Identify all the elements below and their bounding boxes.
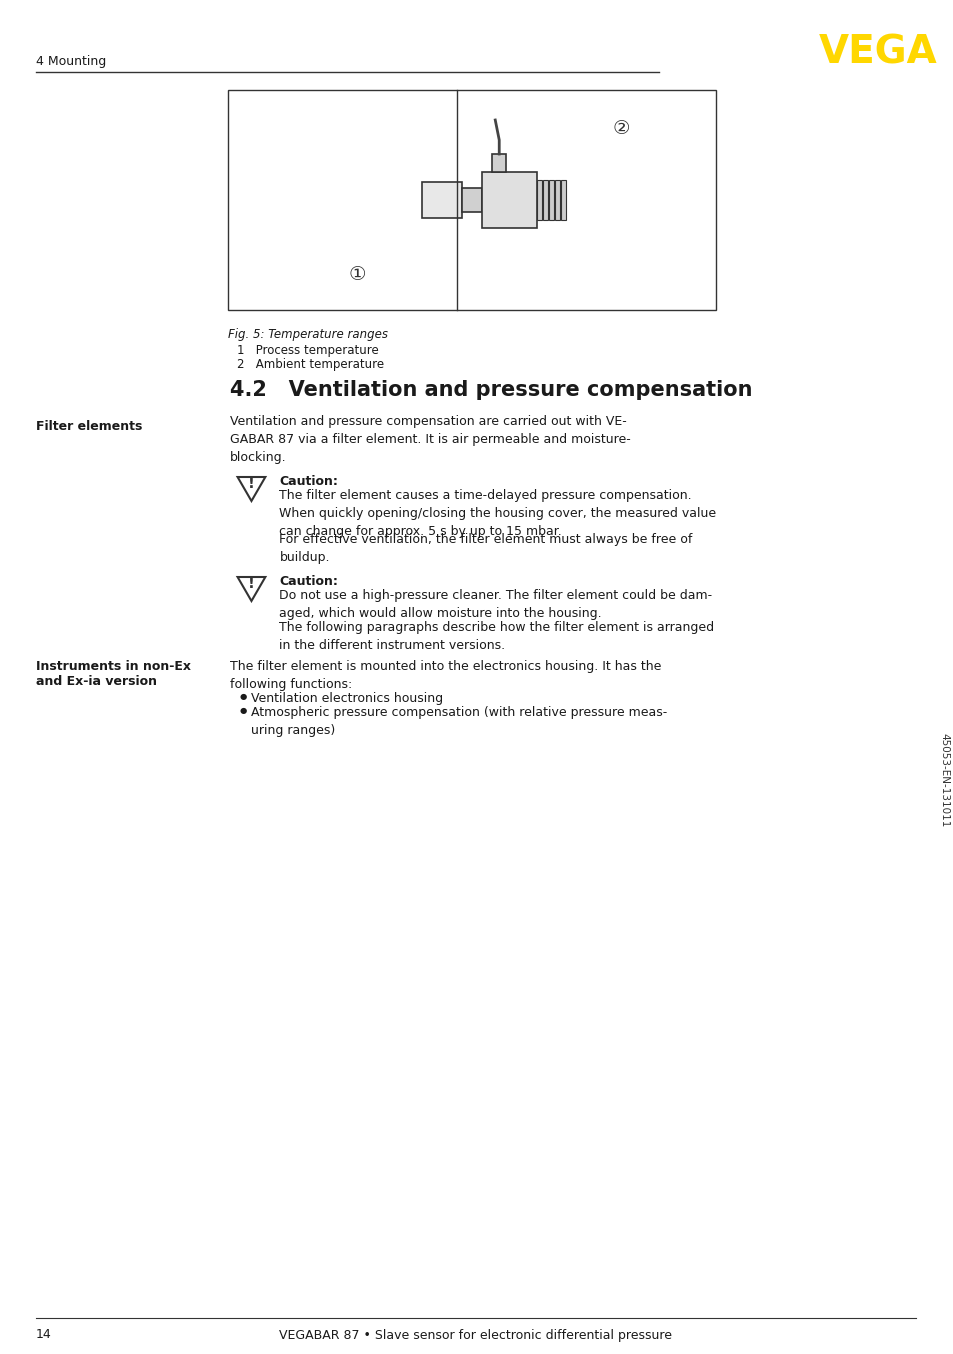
Text: ②: ② — [612, 119, 630, 138]
Bar — [462, 188, 482, 213]
Bar — [537, 180, 541, 219]
Text: Instruments in non-Ex
and Ex-ia version: Instruments in non-Ex and Ex-ia version — [36, 659, 191, 688]
Text: !: ! — [248, 575, 254, 590]
Text: Ventilation electronics housing: Ventilation electronics housing — [252, 692, 443, 705]
Text: 2   Ambient temperature: 2 Ambient temperature — [237, 357, 384, 371]
Text: 4 Mounting: 4 Mounting — [36, 56, 106, 69]
Bar — [549, 180, 554, 219]
Text: ●: ● — [239, 705, 247, 715]
Bar — [555, 180, 559, 219]
Polygon shape — [237, 477, 265, 501]
Text: 14: 14 — [36, 1328, 51, 1342]
Text: Caution:: Caution: — [279, 575, 338, 588]
Text: VEGABAR 87 • Slave sensor for electronic differential pressure: VEGABAR 87 • Slave sensor for electronic… — [279, 1328, 672, 1342]
Text: ●: ● — [239, 692, 247, 701]
Text: For effective ventilation, the filter element must always be free of
buildup.: For effective ventilation, the filter el… — [279, 533, 692, 565]
Text: The following paragraphs describe how the filter element is arranged
in the diff: The following paragraphs describe how th… — [279, 621, 714, 653]
Text: 1   Process temperature: 1 Process temperature — [237, 344, 379, 357]
Text: Ventilation and pressure compensation are carried out with VE-
GABAR 87 via a fi: Ventilation and pressure compensation ar… — [230, 414, 630, 464]
Text: VEGA: VEGA — [818, 32, 937, 70]
Text: Do not use a high-pressure cleaner. The filter element could be dam-
aged, which: Do not use a high-pressure cleaner. The … — [279, 589, 712, 620]
Bar — [492, 154, 506, 172]
Text: 4.2   Ventilation and pressure compensation: 4.2 Ventilation and pressure compensatio… — [230, 380, 751, 399]
Text: Filter elements: Filter elements — [36, 420, 142, 433]
Text: The filter element is mounted into the electronics housing. It has the
following: The filter element is mounted into the e… — [230, 659, 660, 691]
Text: ①: ① — [348, 265, 366, 284]
Bar — [560, 180, 565, 219]
FancyBboxPatch shape — [227, 89, 716, 310]
Polygon shape — [237, 577, 265, 601]
Text: Caution:: Caution: — [279, 475, 338, 487]
Bar — [542, 180, 548, 219]
Text: 45053-EN-131011: 45053-EN-131011 — [938, 733, 948, 827]
Bar — [422, 181, 462, 218]
Text: Atmospheric pressure compensation (with relative pressure meas-
uring ranges): Atmospheric pressure compensation (with … — [252, 705, 667, 737]
Text: !: ! — [248, 475, 254, 490]
Text: The filter element causes a time-delayed pressure compensation.
When quickly ope: The filter element causes a time-delayed… — [279, 489, 716, 538]
Bar — [482, 172, 537, 227]
Text: Fig. 5: Temperature ranges: Fig. 5: Temperature ranges — [227, 328, 387, 341]
